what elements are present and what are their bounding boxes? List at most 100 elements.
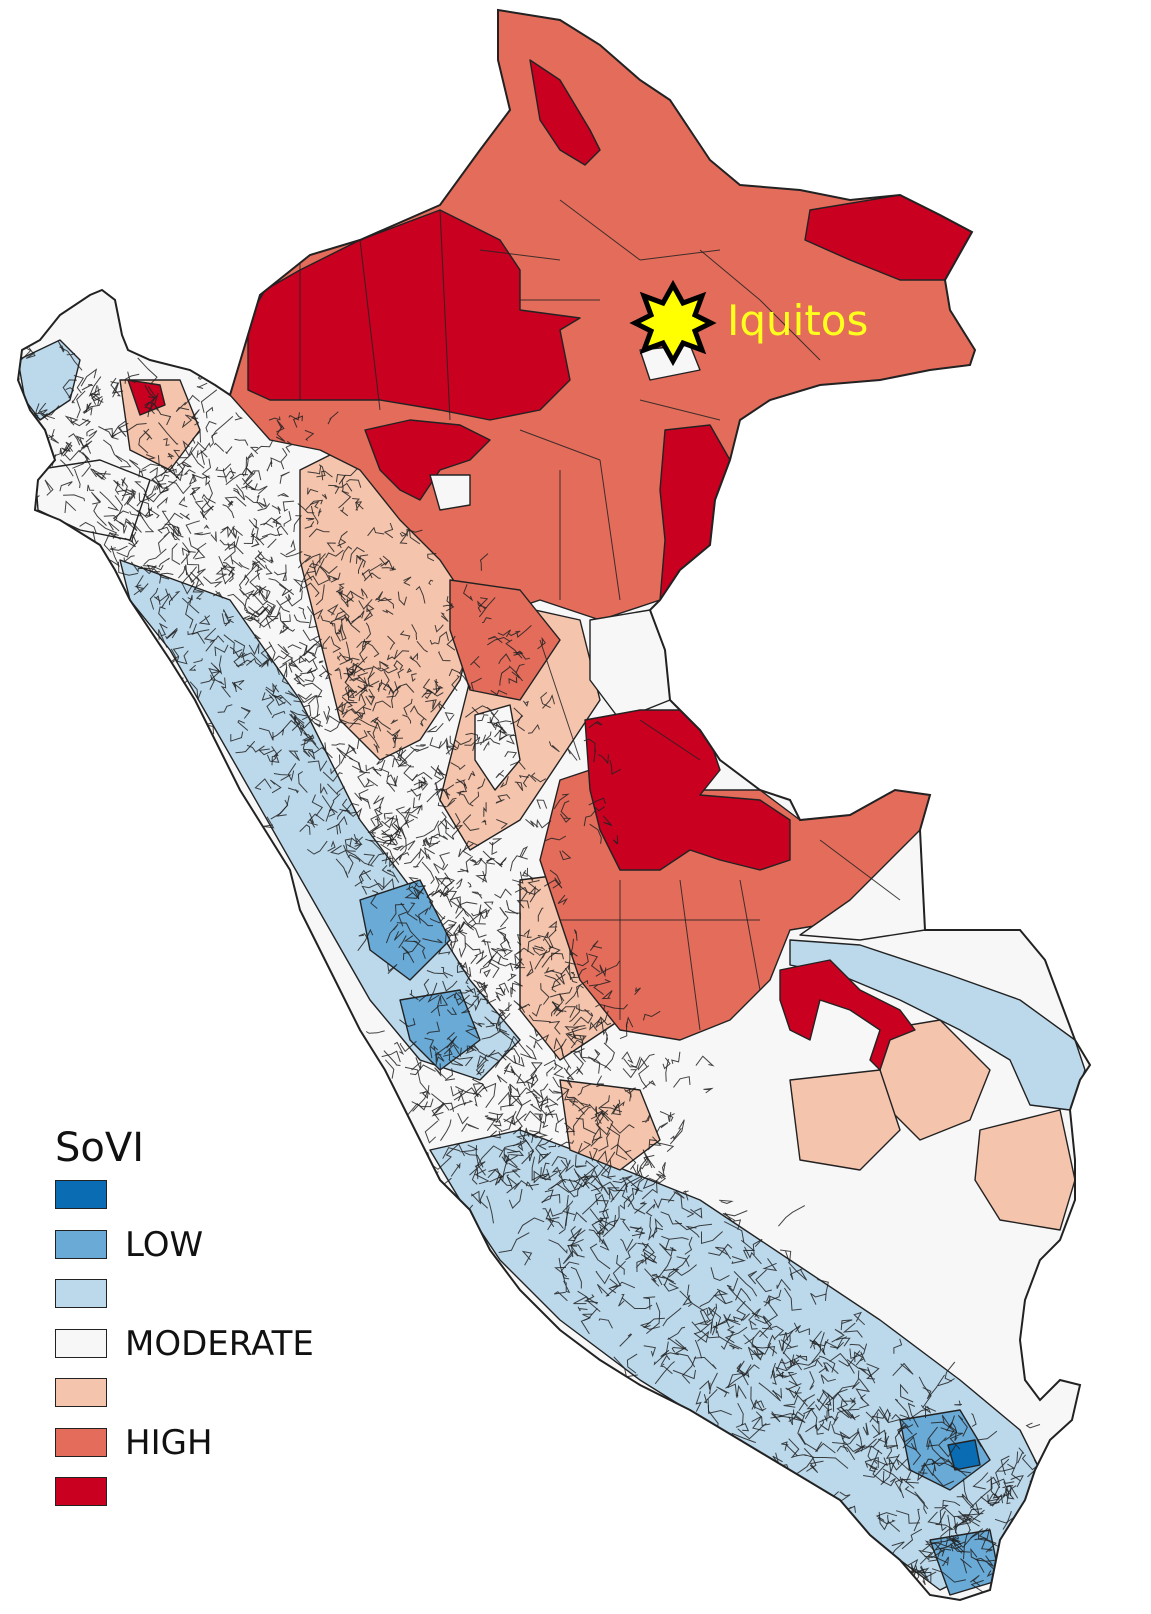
district-boundary [952, 1520, 965, 1534]
district-boundary [611, 1099, 621, 1115]
district-boundary [567, 1244, 583, 1252]
district-boundary [393, 775, 398, 787]
district-boundary [350, 694, 367, 715]
district-boundary [507, 1086, 532, 1107]
district-boundary [306, 813, 325, 826]
district-boundary [307, 760, 328, 772]
district-boundary [572, 1048, 585, 1075]
district-boundary [486, 1114, 500, 1123]
district-boundary [393, 814, 402, 831]
district-boundary [733, 1271, 758, 1297]
district-boundary [300, 713, 321, 729]
district-boundary [755, 1269, 772, 1293]
district-boundary [610, 1182, 628, 1203]
district-boundary [495, 769, 505, 779]
district-boundary [357, 683, 368, 693]
district-boundary [643, 1317, 665, 1329]
district-boundary [896, 1458, 910, 1472]
region-high-light-andes-2 [559, 1079, 661, 1171]
district-boundary [924, 1548, 946, 1559]
district-boundary [480, 938, 491, 946]
district-boundary [111, 382, 124, 394]
district-boundary [782, 1334, 791, 1355]
district-boundary [302, 629, 320, 641]
district-boundary [503, 1115, 516, 1126]
district-boundary [411, 771, 433, 782]
district-boundary [918, 1376, 932, 1408]
district-boundary [393, 660, 404, 670]
district-boundary [246, 452, 254, 460]
district-boundary [813, 1343, 817, 1350]
district-boundary [460, 1144, 479, 1153]
district-boundary [130, 561, 148, 573]
district-boundary [935, 1539, 959, 1551]
district-boundary [241, 485, 248, 490]
district-boundary [998, 1577, 1024, 1594]
district-boundary [612, 835, 619, 845]
district-boundary [248, 643, 260, 656]
district-boundary [491, 842, 498, 856]
district-boundary [849, 1343, 865, 1350]
district-boundary [792, 1412, 806, 1424]
district-boundary [277, 643, 289, 654]
district-boundary [899, 1383, 914, 1403]
district-boundary [117, 422, 129, 437]
city-label-iquitos: Iquitos [727, 296, 869, 345]
district-boundary [961, 1495, 981, 1516]
district-boundary [406, 667, 413, 674]
district-boundary [438, 737, 449, 749]
district-boundary [778, 1205, 806, 1227]
district-boundary [596, 1111, 614, 1136]
district-boundary [373, 878, 395, 891]
district-boundary [434, 624, 444, 633]
district-boundary [543, 1059, 557, 1071]
district-boundary [337, 538, 347, 547]
district-boundary [638, 1065, 650, 1088]
district-boundary [976, 1559, 997, 1573]
district-boundary [1073, 1526, 1085, 1539]
district-boundary [442, 980, 458, 992]
district-boundary [816, 1391, 830, 1412]
district-boundary [663, 1254, 691, 1286]
district-boundary [893, 1338, 903, 1354]
district-boundary [519, 845, 529, 858]
district-boundary [559, 813, 572, 823]
district-boundary [306, 560, 316, 581]
district-boundary [920, 1404, 932, 1414]
district-boundary [882, 1468, 903, 1484]
district-boundary [505, 639, 523, 659]
legend-swatch [55, 1229, 107, 1259]
district-boundary [410, 746, 429, 752]
district-boundary [477, 778, 486, 790]
district-boundary [80, 368, 98, 387]
district-boundary [158, 629, 168, 648]
district-boundary [507, 1150, 525, 1157]
district-boundary [969, 1575, 981, 1587]
district-boundary [513, 1055, 517, 1064]
district-boundary [155, 595, 161, 606]
district-boundary [434, 788, 450, 800]
district-boundary [450, 762, 466, 771]
district-boundary [476, 990, 488, 998]
district-boundary [428, 875, 440, 896]
district-boundary [168, 590, 181, 606]
district-boundary [233, 652, 246, 668]
district-boundary [370, 823, 382, 838]
district-boundary [639, 399, 721, 421]
district-boundary [588, 1056, 612, 1071]
district-boundary [365, 838, 385, 855]
district-boundary [397, 745, 407, 759]
district-boundary [534, 1028, 542, 1037]
district-boundary [495, 991, 504, 1002]
district-boundary [995, 1458, 1010, 1486]
district-boundary [523, 1110, 541, 1121]
district-boundary [719, 1199, 734, 1205]
district-boundary [33, 409, 48, 415]
district-boundary [161, 510, 170, 530]
district-boundary [343, 844, 354, 874]
district-boundary [545, 835, 567, 842]
district-boundary [198, 615, 211, 626]
district-boundary [81, 384, 93, 391]
district-boundary [570, 1050, 586, 1063]
district-boundary [549, 993, 563, 1012]
